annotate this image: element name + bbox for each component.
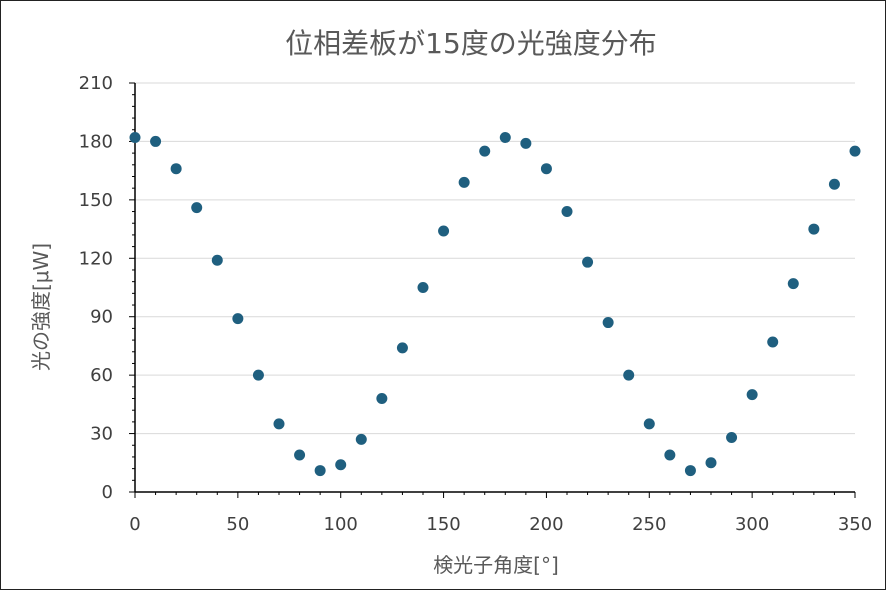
data-point [726, 431, 738, 443]
data-point [232, 313, 244, 325]
x-tick-label: 0 [129, 514, 140, 535]
data-point [438, 225, 450, 237]
data-point [664, 449, 676, 461]
data-point [252, 369, 264, 381]
data-point [808, 223, 820, 235]
data-point [191, 202, 203, 214]
x-tick-label: 300 [735, 514, 769, 535]
data-point [582, 256, 594, 268]
x-tick-label: 250 [632, 514, 666, 535]
chart-title: 位相差板が15度の光強度分布 [285, 27, 657, 60]
x-tick-label: 350 [838, 514, 872, 535]
y-tick-label: 210 [79, 73, 113, 94]
tick-labels: 0 50 100 150 200 250 300 350 0 30 60 90 120 150 180 210 [79, 73, 873, 535]
y-tick-label: 150 [79, 190, 113, 211]
data-point [335, 459, 347, 471]
data-point [705, 457, 717, 469]
data-point [787, 278, 799, 290]
y-tick-label: 60 [90, 365, 113, 386]
y-tick-label: 120 [79, 248, 113, 269]
data-point [396, 342, 408, 354]
x-tick-label: 50 [226, 514, 249, 535]
data-point [458, 176, 470, 188]
data-point [602, 317, 614, 329]
data-point [499, 132, 511, 144]
data-point [376, 393, 388, 405]
gridlines [135, 82, 855, 435]
data-point [355, 433, 367, 445]
data-point [623, 369, 635, 381]
axes [129, 82, 856, 498]
data-point [684, 465, 696, 477]
data-point [828, 178, 840, 190]
data-point [540, 163, 552, 175]
data-point [561, 206, 573, 218]
data-point [314, 465, 326, 477]
x-tick-label: 200 [529, 514, 563, 535]
y-tick-label: 90 [90, 307, 113, 328]
data-points [129, 132, 861, 477]
data-point [417, 282, 429, 293]
data-point [129, 132, 141, 144]
data-point [746, 389, 758, 401]
data-point [767, 336, 779, 348]
data-point [150, 135, 162, 147]
data-point [273, 418, 285, 430]
y-tick-label: 0 [102, 482, 113, 503]
y-tick-label: 180 [79, 131, 113, 152]
data-point [211, 254, 223, 266]
x-tick-label: 100 [324, 514, 358, 535]
data-point [643, 418, 655, 430]
data-point [520, 137, 532, 149]
data-point [170, 163, 182, 175]
x-tick-label: 150 [426, 514, 460, 535]
y-tick-label: 30 [90, 424, 113, 445]
data-point [849, 145, 861, 157]
data-point [294, 449, 306, 461]
y-axis-label: 光の強度[μW] [29, 243, 53, 371]
x-axis-label: 検光子角度[°] [433, 553, 559, 577]
data-point [479, 145, 491, 157]
